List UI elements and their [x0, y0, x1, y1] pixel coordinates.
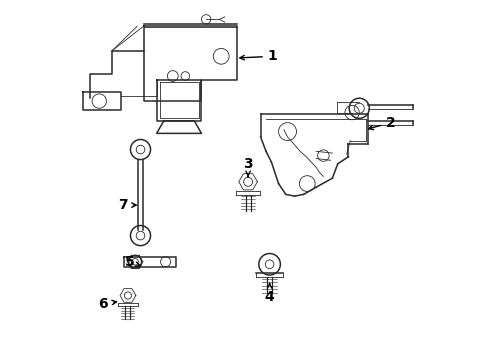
Text: 6: 6	[99, 297, 116, 311]
Text: 2: 2	[368, 116, 395, 130]
Text: 3: 3	[243, 157, 252, 176]
Text: 7: 7	[118, 198, 136, 212]
Text: 4: 4	[264, 283, 274, 303]
Text: 5: 5	[125, 256, 141, 270]
Text: 1: 1	[240, 49, 277, 63]
